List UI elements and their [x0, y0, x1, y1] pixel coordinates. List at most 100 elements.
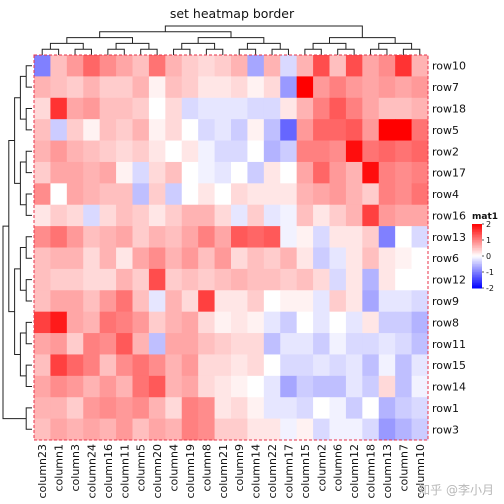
heatmap-cell — [231, 354, 248, 377]
legend-gradient-step — [472, 243, 482, 246]
column-label: column16 — [102, 444, 115, 499]
heatmap-cell — [83, 76, 101, 99]
heatmap-cell — [83, 333, 101, 355]
heatmap-cell — [132, 76, 150, 99]
heatmap-cell — [99, 290, 117, 313]
heatmap-cell — [378, 226, 396, 248]
row-label: row3 — [432, 423, 459, 436]
heatmap-cell — [280, 183, 298, 206]
column-dendrogram — [41, 25, 421, 55]
dendrogram-branch — [25, 364, 32, 388]
row-label: row5 — [432, 124, 459, 137]
watermark: 知乎 @李小月 — [418, 483, 494, 497]
heatmap-cell — [395, 55, 412, 77]
heatmap-cell — [362, 311, 380, 334]
heatmap-cell — [214, 119, 232, 141]
heatmap-cell — [132, 97, 150, 120]
heatmap-cell — [50, 226, 68, 248]
column-label: column4 — [168, 444, 181, 492]
heatmap-cell — [132, 204, 150, 227]
heatmap-cell — [395, 226, 412, 248]
heatmap-cell — [181, 354, 199, 377]
heatmap-cell — [231, 311, 248, 334]
heatmap-cell — [198, 418, 215, 441]
heatmap-cell — [411, 290, 429, 313]
heatmap-cell — [50, 397, 68, 420]
dendrogram-branch — [304, 48, 322, 55]
heatmap-cell — [34, 290, 51, 313]
heatmap-cell — [395, 76, 412, 99]
heatmap-cell — [280, 97, 298, 120]
heatmap-cell — [231, 226, 248, 248]
heatmap-cell — [296, 375, 314, 398]
heatmap-cell — [181, 418, 199, 441]
dendrogram-branch — [25, 193, 32, 216]
legend-gradient-step — [472, 256, 482, 259]
heatmap-cell — [198, 183, 215, 206]
heatmap-cell — [83, 268, 101, 291]
heatmap-cell — [148, 268, 166, 291]
heatmap-cell — [165, 119, 183, 141]
heatmap-cell — [345, 204, 363, 227]
legend-gradient-step — [472, 270, 482, 273]
heatmap-cell — [280, 354, 298, 377]
heatmap-cell — [34, 397, 51, 420]
heatmap-cell — [231, 119, 248, 141]
heatmap-cell — [99, 375, 117, 398]
heatmap-cell — [231, 204, 248, 227]
heatmap-cell — [395, 268, 412, 291]
dendrogram-branch — [19, 332, 27, 377]
heatmap-cell — [198, 247, 215, 270]
heatmap-cell — [313, 311, 330, 334]
heatmap-cell — [34, 140, 51, 163]
column-label: column14 — [250, 444, 263, 499]
heatmap-cell — [411, 119, 429, 141]
heatmap-cell — [181, 397, 199, 420]
legend-gradient-step — [472, 264, 482, 267]
heatmap-cell — [181, 268, 199, 291]
heatmap-cell — [362, 290, 380, 313]
heatmap-cell — [345, 76, 363, 99]
heatmap-cell — [214, 76, 232, 99]
heatmap-cell — [231, 268, 248, 291]
dendrogram-branch — [66, 37, 133, 44]
heatmap-cell — [263, 333, 281, 355]
row-label: row8 — [432, 316, 459, 329]
column-label: column22 — [266, 444, 279, 499]
heatmap-cell — [148, 290, 166, 313]
heatmap-cell — [148, 397, 166, 420]
heatmap-cell — [313, 226, 330, 248]
heatmap-cell — [345, 97, 363, 120]
heatmap-cell — [148, 76, 166, 99]
heatmap-cell — [263, 397, 281, 420]
heatmap-cell — [247, 354, 265, 377]
row-label: row10 — [432, 60, 466, 73]
heatmap-cell — [214, 226, 232, 248]
heatmap-cell — [83, 418, 101, 441]
heatmap-cell — [165, 290, 183, 313]
heatmap-cell — [411, 333, 429, 355]
heatmap-cell — [411, 375, 429, 398]
heatmap-cell — [329, 333, 347, 355]
heatmap-cell — [378, 333, 396, 355]
row-label: row15 — [432, 359, 466, 372]
row-label: row11 — [432, 338, 466, 351]
heatmap-cell — [362, 333, 380, 355]
heatmap-cell — [247, 76, 265, 99]
heatmap-cell — [280, 161, 298, 184]
dendrogram-branch — [378, 42, 413, 50]
legend-gradient-step — [472, 241, 482, 244]
heatmap-cell — [116, 247, 133, 270]
heatmap-cell — [280, 55, 298, 77]
dendrogram-branch — [8, 140, 15, 313]
heatmap-cell — [263, 226, 281, 248]
heatmap-cell — [231, 55, 248, 77]
heatmap-cell — [83, 247, 101, 270]
legend-gradient-step — [472, 252, 482, 255]
heatmap-cell — [132, 161, 150, 184]
heatmap-cell — [263, 161, 281, 184]
heatmap-cell — [181, 76, 199, 99]
heatmap-cell — [83, 140, 101, 163]
legend-gradient-step — [472, 260, 482, 263]
heatmap-cell — [231, 397, 248, 420]
